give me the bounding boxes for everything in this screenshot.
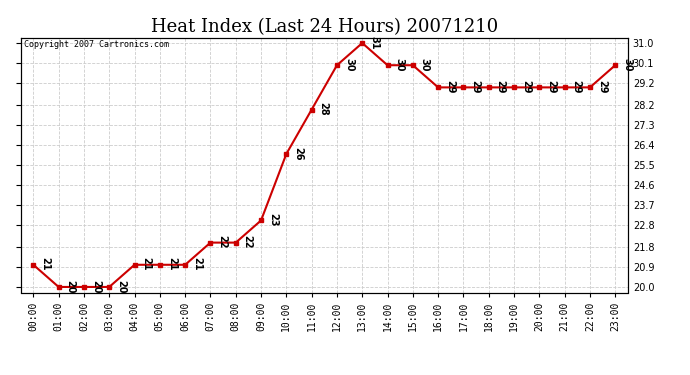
Text: 31: 31	[369, 36, 380, 49]
Text: 30: 30	[344, 58, 354, 71]
Text: Copyright 2007 Cartronics.com: Copyright 2007 Cartronics.com	[23, 40, 169, 49]
Text: 29: 29	[445, 80, 455, 93]
Text: 28: 28	[319, 102, 328, 116]
Text: 21: 21	[40, 258, 50, 271]
Text: 23: 23	[268, 213, 278, 226]
Text: 26: 26	[293, 147, 304, 160]
Text: 29: 29	[597, 80, 607, 93]
Text: 21: 21	[141, 258, 152, 271]
Text: 29: 29	[495, 80, 506, 93]
Text: 29: 29	[471, 80, 480, 93]
Text: 21: 21	[192, 258, 202, 271]
Title: Heat Index (Last 24 Hours) 20071210: Heat Index (Last 24 Hours) 20071210	[150, 18, 498, 36]
Text: 30: 30	[622, 58, 632, 71]
Text: 29: 29	[571, 80, 582, 93]
Text: 20: 20	[116, 280, 126, 293]
Text: 22: 22	[243, 235, 253, 249]
Text: 20: 20	[66, 280, 76, 293]
Text: 29: 29	[546, 80, 556, 93]
Text: 20: 20	[91, 280, 101, 293]
Text: 22: 22	[217, 235, 228, 249]
Text: 29: 29	[521, 80, 531, 93]
Text: 30: 30	[420, 58, 430, 71]
Text: 30: 30	[395, 58, 404, 71]
Text: 21: 21	[167, 258, 177, 271]
